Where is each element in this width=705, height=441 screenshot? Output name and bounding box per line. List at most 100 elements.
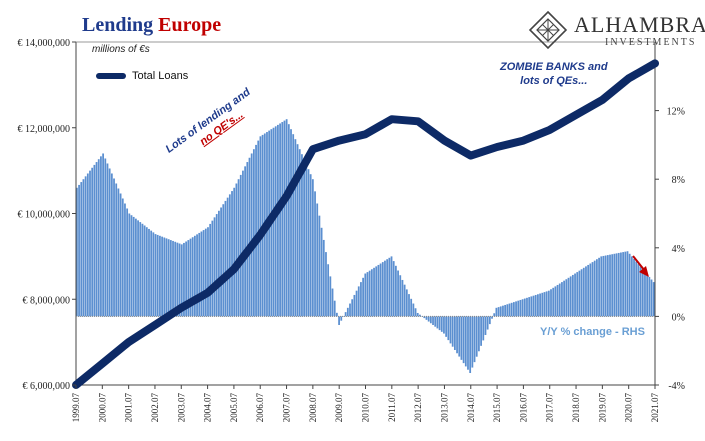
bar-series [76, 119, 655, 373]
yy-bar [327, 264, 330, 317]
yy-bar [412, 303, 415, 317]
yy-bar [434, 316, 437, 327]
left-tick-label: € 12,000,000 [18, 124, 71, 135]
x-tick-label: 2013.07 [439, 393, 449, 423]
yy-bar [416, 312, 419, 317]
yy-bar [196, 234, 198, 317]
yy-bar [209, 223, 212, 317]
yy-bar [539, 293, 541, 317]
yy-bar [414, 308, 417, 317]
yy-bar [226, 197, 229, 317]
yy-bar [97, 159, 100, 317]
yy-bar [410, 298, 413, 317]
yy-bar [587, 264, 590, 317]
yy-bar [143, 225, 146, 317]
yy-bar [580, 269, 583, 317]
yy-bar [124, 203, 126, 317]
x-tick-label: 2008.07 [308, 393, 318, 423]
yy-bar [451, 316, 454, 347]
yy-bar [237, 179, 240, 317]
yy-bar [567, 277, 570, 317]
yy-bar [277, 124, 279, 317]
yy-bar [648, 276, 651, 317]
yy-bar [569, 276, 572, 317]
right-tick-label: 0% [672, 312, 685, 323]
yy-bar [652, 282, 655, 317]
yy-bar [191, 237, 194, 317]
yy-bar [550, 289, 552, 317]
yy-bar [576, 272, 579, 317]
title-part2: Europe [158, 14, 222, 36]
yy-bar [617, 252, 620, 317]
yy-bar [228, 194, 231, 317]
yy-bar [78, 184, 80, 317]
annotation-zombie-line2: lots of QEs... [520, 75, 588, 87]
yy-bar [528, 297, 531, 317]
yy-bar [510, 302, 513, 317]
yy-bar [598, 257, 600, 317]
yy-bar [360, 282, 362, 317]
yy-bar [329, 276, 332, 317]
yy-bar [117, 188, 120, 317]
x-tick-label: 2020.07 [624, 393, 634, 423]
yy-bar [104, 158, 107, 317]
yy-bar [202, 230, 205, 317]
yy-bar [187, 240, 190, 317]
yy-bar [401, 279, 404, 317]
left-tick-label: € 6,000,000 [23, 381, 71, 392]
yy-bar [222, 204, 225, 317]
yy-bar [543, 292, 546, 317]
yy-bar [314, 191, 316, 317]
red-arrow-icon [632, 255, 649, 277]
yy-bar [519, 299, 522, 317]
yy-bar [624, 251, 627, 317]
logo-sub: INVESTMENTS [605, 37, 697, 48]
yy-bar [255, 144, 257, 317]
yy-bar [215, 214, 218, 317]
x-tick-label: 2018.07 [571, 393, 581, 423]
yy-bar [449, 316, 452, 344]
yy-bar [364, 273, 367, 317]
yy-bar [336, 312, 338, 317]
annotation-zombie-line1: ZOMBIE BANKS and [500, 61, 608, 73]
yy-bar [333, 300, 336, 317]
yy-bar [322, 239, 325, 317]
yy-bar [512, 302, 515, 317]
yy-bar [119, 193, 122, 317]
x-tick-label: 2010.07 [361, 393, 371, 423]
yy-bar [113, 178, 115, 317]
yy-bar [405, 289, 408, 317]
yy-bar [373, 267, 375, 317]
yy-bar [224, 200, 227, 317]
yy-bar [419, 314, 421, 317]
yy-bar [233, 187, 236, 317]
left-tick-label: € 14,000,000 [18, 38, 71, 49]
yy-bar [537, 294, 539, 317]
yy-bar [628, 253, 631, 317]
yy-bar [427, 316, 430, 322]
total-loans-line [72, 59, 659, 389]
yy-bar [561, 282, 563, 317]
yy-bar [606, 255, 609, 317]
yy-bar [475, 316, 478, 357]
yy-bar [344, 312, 347, 317]
yy-bar [644, 271, 646, 317]
yy-bar [467, 316, 469, 370]
yy-bar [180, 244, 183, 317]
yy-bar [395, 265, 397, 317]
yy-bar [100, 156, 102, 317]
yy-bar [298, 149, 301, 317]
yy-bar [91, 167, 94, 317]
yy-bar [239, 174, 242, 317]
yy-bar [478, 316, 480, 352]
x-tick-label: 1999.07 [71, 393, 81, 423]
yy-bar [80, 182, 83, 317]
yy-bar [349, 303, 351, 317]
yy-bar [563, 280, 566, 317]
yy-bar [139, 222, 142, 317]
yy-bar [150, 230, 153, 317]
x-tick-label: 2007.07 [282, 393, 292, 423]
yy-bar [582, 267, 585, 317]
x-tick-label: 2002.07 [150, 393, 160, 423]
